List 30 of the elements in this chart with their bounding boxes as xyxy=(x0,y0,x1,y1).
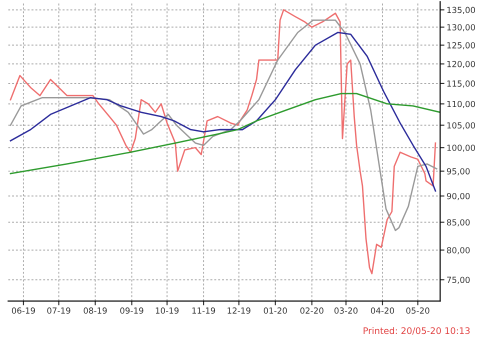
y-tick-label: 110,00 xyxy=(447,100,476,108)
x-tick-label: 07-19 xyxy=(47,307,70,314)
y-tick-label: 80,00 xyxy=(446,247,470,254)
y-tick-label: 125,00 xyxy=(447,42,476,50)
x-tick-label: 04-20 xyxy=(370,307,394,314)
x-tick-label: 05-20 xyxy=(406,307,430,314)
x-tick-label: 09-19 xyxy=(120,307,144,314)
text: Printed: 20/05-20 10:13 xyxy=(364,327,470,335)
x-tick-label: 12-19 xyxy=(228,307,250,314)
line-series xyxy=(10,19,438,232)
x-tick-label: 08-19 xyxy=(84,307,107,314)
line-series xyxy=(10,9,436,274)
x-tick-label: 02-20 xyxy=(300,307,324,314)
line-series xyxy=(10,32,436,192)
line-series xyxy=(10,92,440,174)
y-tick-label: 85,00 xyxy=(446,219,470,226)
y-tick-label: 90,00 xyxy=(446,192,470,200)
x-tick-label: 10-19 xyxy=(156,307,179,314)
y-tick-label: 135,00 xyxy=(447,6,476,14)
x-tick-label: 03-20 xyxy=(334,307,358,314)
y-tick-label: 130,00 xyxy=(447,24,476,32)
y-tick-label: 75,00 xyxy=(447,276,470,284)
y-tick-label: 95,00 xyxy=(446,168,470,176)
y-tick-label: 100,00 xyxy=(447,144,476,152)
y-tick-label: 120,00 xyxy=(447,60,476,68)
x-tick-label: 06-19 xyxy=(12,307,35,314)
x-tick-label: 01-20 xyxy=(264,307,287,314)
y-tick-label: 105,00 xyxy=(447,122,476,130)
y-tick-label: 115,00 xyxy=(447,80,476,88)
x-tick-label: 11-19 xyxy=(192,307,216,314)
